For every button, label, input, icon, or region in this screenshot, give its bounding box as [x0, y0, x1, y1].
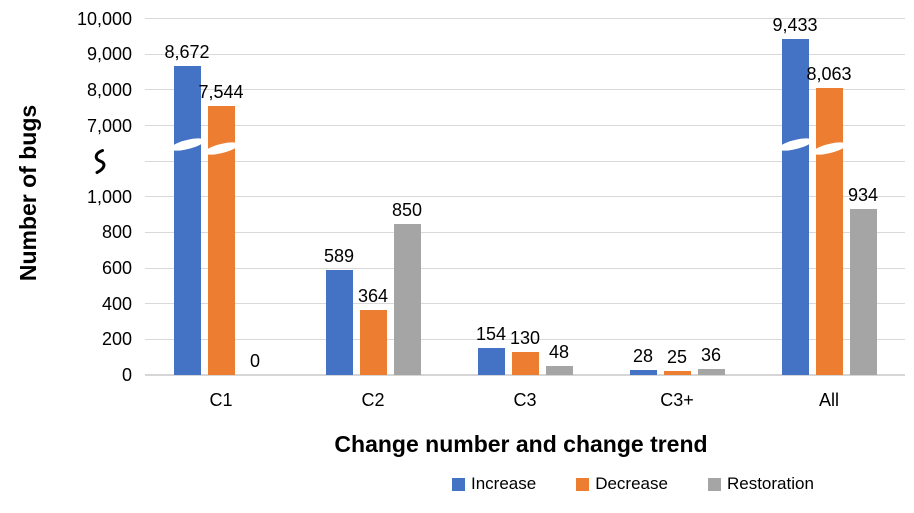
- y-tick-label: 10,000: [76, 8, 132, 29]
- legend-item-increase: Increase: [452, 474, 536, 494]
- legend: Increase Decrease Restoration: [452, 474, 814, 494]
- data-label: 8,672: [164, 41, 210, 62]
- bar-increase-c2: [325, 270, 353, 375]
- x-axis-title: Change number and change trend: [334, 431, 708, 457]
- gridline: [145, 231, 905, 233]
- x-category-label: All: [818, 390, 839, 410]
- decrease-swatch-icon: [576, 477, 590, 491]
- y-tick-label: 1,000: [86, 186, 132, 207]
- x-category-label: C2: [361, 390, 385, 410]
- data-label: 589: [323, 246, 355, 267]
- data-label: 28: [632, 346, 654, 366]
- bar-increase-c3+: [629, 370, 657, 375]
- bar-decrease-all: [815, 87, 843, 375]
- gridline: [145, 160, 905, 162]
- data-label: 48: [548, 342, 570, 363]
- y-tick-label: 9,000: [86, 44, 132, 65]
- bar-restoration-c3: [545, 366, 573, 375]
- data-label: 8,063: [806, 63, 852, 84]
- data-label: 0: [249, 351, 260, 371]
- bar-decrease-c2: [359, 310, 387, 375]
- bar-decrease-c3: [511, 351, 539, 375]
- y-tick-label: 200: [101, 329, 132, 350]
- gridline: [145, 196, 905, 198]
- gridline: [145, 53, 905, 55]
- legend-label: Restoration: [726, 474, 814, 493]
- gridline: [145, 18, 905, 20]
- legend-item-decrease: Decrease: [576, 474, 668, 494]
- data-label: 130: [509, 327, 541, 348]
- y-tick-label: 400: [101, 293, 132, 314]
- y-tick-label: 0: [121, 365, 132, 385]
- x-category-label: C3: [513, 390, 537, 410]
- bar-restoration-c3+: [697, 368, 725, 375]
- data-label: 850: [391, 199, 423, 220]
- bar-increase-all: [781, 38, 809, 375]
- x-category-label: C3+: [660, 390, 694, 410]
- data-label: 154: [475, 323, 507, 344]
- bar-increase-c1: [173, 65, 201, 375]
- data-label: 364: [357, 286, 389, 307]
- legend-label: Increase: [471, 474, 537, 493]
- restoration-swatch-icon: [707, 477, 721, 491]
- y-tick-label: 800: [101, 222, 132, 243]
- y-tick-label: 7,000: [86, 115, 132, 136]
- data-label: 9,433: [772, 14, 818, 35]
- gridline: [145, 267, 905, 269]
- y-tick-label: 600: [101, 258, 132, 279]
- legend-label: Decrease: [595, 474, 668, 493]
- bar-increase-c3: [477, 347, 505, 375]
- gridline: [145, 89, 905, 91]
- bar-restoration-all: [849, 208, 877, 375]
- bar-decrease-c3+: [663, 370, 691, 375]
- x-category-label: C1: [209, 390, 233, 410]
- y-tick-label: 8,000: [86, 79, 132, 100]
- gridline: [145, 125, 905, 127]
- data-label: 25: [666, 346, 688, 367]
- gridline: [145, 374, 905, 376]
- legend-item-restoration: Restoration: [707, 474, 814, 494]
- bar-restoration-c2: [393, 223, 421, 375]
- axis-break-icon: [94, 149, 106, 174]
- data-label: 934: [847, 184, 879, 205]
- gridline: [145, 303, 905, 305]
- increase-swatch-icon: [452, 477, 465, 491]
- data-label: 7,544: [198, 82, 244, 103]
- gridline: [145, 338, 905, 340]
- data-label: 36: [700, 344, 722, 365]
